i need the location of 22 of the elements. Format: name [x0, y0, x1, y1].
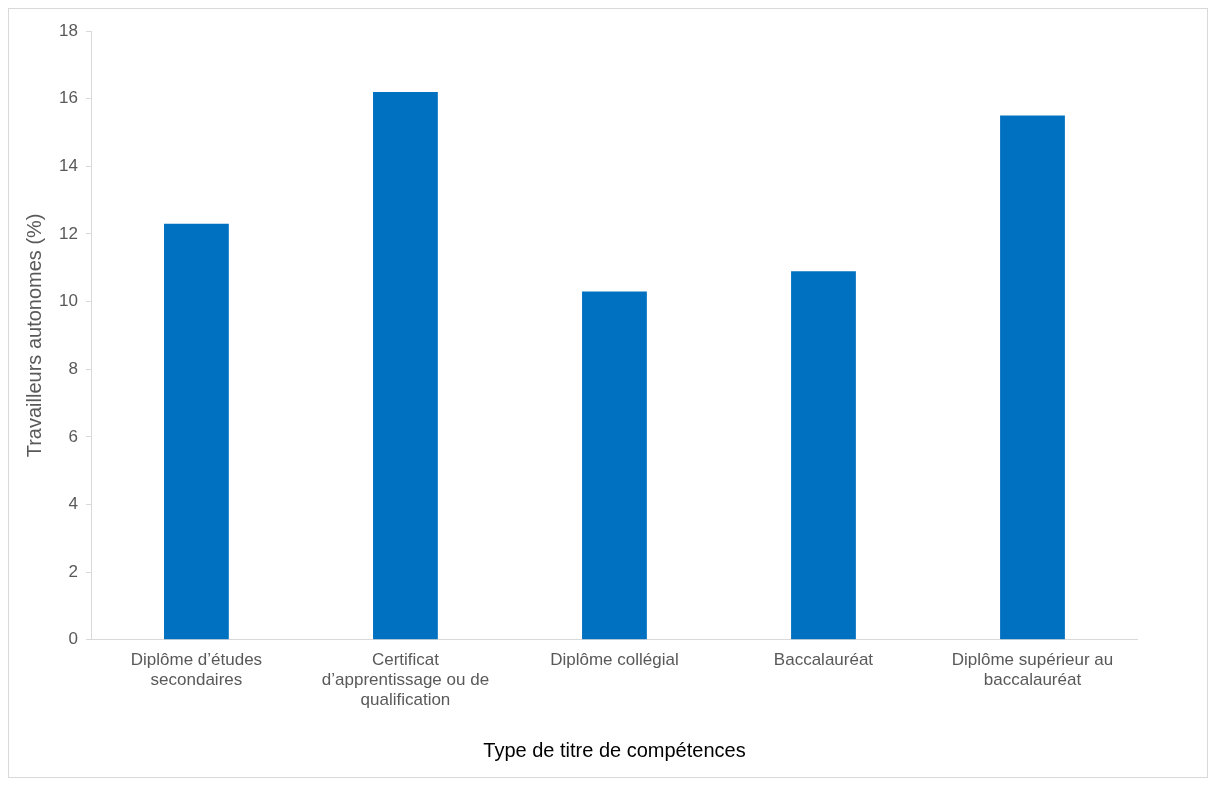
- bar: [791, 271, 856, 640]
- bar: [1000, 115, 1065, 640]
- x-tick-label: Baccalauréat: [773, 649, 874, 669]
- y-tick-label: 4: [68, 494, 78, 514]
- y-tick-label: 18: [58, 20, 78, 40]
- y-tick-label: 2: [68, 561, 78, 581]
- y-tick-label: 6: [68, 426, 78, 446]
- y-tick-label: 14: [58, 155, 78, 175]
- x-tick-label: Diplôme supérieur au baccalauréat: [951, 649, 1114, 690]
- y-tick-label: 0: [68, 629, 78, 649]
- y-tick-label: 10: [58, 291, 78, 311]
- y-tick-label: 8: [68, 358, 78, 378]
- x-tick-label: Certificat d’apprentissage ou de qualification: [321, 649, 490, 710]
- x-axis-title: Type de titre de compétences: [483, 738, 746, 761]
- bar: [582, 291, 647, 640]
- bar: [373, 91, 438, 640]
- bar: [164, 223, 229, 640]
- y-axis-title: Travailleurs autonomes (%): [22, 213, 45, 458]
- y-tick-label: 16: [58, 88, 78, 108]
- x-tick-label: Diplôme d’études secondaires: [130, 649, 263, 690]
- x-tick-label: Diplôme collégial: [550, 649, 679, 669]
- y-tick-label: 12: [58, 223, 78, 243]
